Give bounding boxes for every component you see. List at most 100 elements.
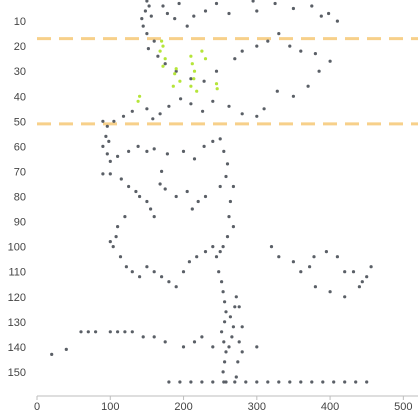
y-tick-label: 100 xyxy=(8,242,26,254)
scatter-point xyxy=(218,250,222,254)
scatter-point xyxy=(189,380,193,384)
scatter-point xyxy=(273,1,277,6)
scatter-point xyxy=(211,345,215,349)
scatter-point xyxy=(227,104,231,108)
scatter-point xyxy=(177,1,181,6)
scatter-point xyxy=(203,194,208,199)
scatter-point xyxy=(140,17,144,21)
scatter-point xyxy=(230,335,234,339)
scatter-point xyxy=(167,104,171,108)
y-tick-label: 130 xyxy=(8,317,26,329)
y-tick-label: 60 xyxy=(14,141,26,153)
scatter-point xyxy=(111,245,115,249)
y-tick-label: 120 xyxy=(8,292,26,304)
scatter-point xyxy=(174,69,178,73)
scatter-point xyxy=(152,215,156,219)
scatter-point xyxy=(101,119,105,123)
scatter-point xyxy=(152,335,156,339)
scatter-point xyxy=(190,207,194,211)
scatter-point xyxy=(171,84,175,88)
scatter-point xyxy=(121,114,126,118)
scatter-point xyxy=(203,250,208,254)
scatter-point xyxy=(237,340,241,344)
scatter-point xyxy=(343,380,347,384)
scatter-point xyxy=(211,139,215,143)
scatter-point xyxy=(214,1,219,6)
scatter-point xyxy=(227,345,231,349)
scatter-point xyxy=(240,325,244,329)
scatter-point xyxy=(317,69,321,73)
scatter-point xyxy=(369,265,373,269)
scatter-point xyxy=(178,380,182,384)
scatter-point xyxy=(138,194,142,199)
scatter-point xyxy=(189,54,193,58)
scatter-point xyxy=(351,270,356,274)
y-tick-label: 80 xyxy=(14,192,26,204)
scatter-point xyxy=(332,380,336,384)
scatter-point xyxy=(141,24,145,28)
scatter-point xyxy=(218,137,222,141)
scatter-point xyxy=(119,177,123,181)
scatter-point xyxy=(108,159,112,163)
scatter-point xyxy=(130,109,134,113)
scatter-point xyxy=(147,4,151,8)
scatter-point xyxy=(105,124,109,128)
scatter-point xyxy=(200,380,204,384)
scatter-point xyxy=(174,285,178,289)
scatter-point xyxy=(127,149,131,153)
scatter-point xyxy=(202,144,206,148)
scatter-point xyxy=(192,69,197,73)
scatter-point xyxy=(223,300,227,304)
scatter-point xyxy=(161,64,165,68)
scatter-point xyxy=(313,285,317,289)
scatter-point xyxy=(200,335,204,339)
scatter-point xyxy=(192,77,196,81)
scatter-point xyxy=(343,295,347,299)
scatter-point xyxy=(227,11,231,16)
scatter-point xyxy=(136,99,140,103)
scatter-point xyxy=(266,39,270,43)
scatter-point xyxy=(291,6,295,11)
scatter-point xyxy=(161,4,165,8)
scatter-point xyxy=(335,19,339,23)
scatter-point xyxy=(107,139,111,143)
scatter-point xyxy=(227,215,231,219)
scatter-point xyxy=(165,152,169,156)
x-tick-label: 400 xyxy=(321,401,339,413)
scatter-point xyxy=(221,290,225,294)
scatter-point xyxy=(203,9,208,13)
scatter-point xyxy=(189,102,193,106)
scatter-point xyxy=(179,97,183,101)
scatter-point xyxy=(145,0,149,3)
scatter-point xyxy=(319,14,323,18)
scatter-point xyxy=(228,315,232,319)
scatter-point xyxy=(277,255,281,259)
scatter-point xyxy=(158,49,162,53)
scatter-point xyxy=(190,62,194,66)
scatter-point xyxy=(291,94,295,98)
scatter-points-main xyxy=(50,0,373,384)
scatter-point xyxy=(211,99,215,103)
scatter-point xyxy=(167,280,171,284)
scatter-point xyxy=(192,340,197,344)
scatter-point xyxy=(112,119,116,123)
scatter-point xyxy=(244,380,248,384)
scatter-point xyxy=(234,375,238,379)
scatter-point xyxy=(217,270,221,274)
scatter-point xyxy=(201,109,205,113)
scatter-point xyxy=(357,285,361,289)
scatter-point xyxy=(237,305,241,309)
scatter-point xyxy=(262,107,266,111)
scatter-point xyxy=(255,9,259,13)
scatter-point xyxy=(161,44,165,48)
y-tick-label: 70 xyxy=(14,166,26,178)
scatter-point xyxy=(145,265,149,269)
scatter-point xyxy=(136,144,140,148)
y-tick-label: 140 xyxy=(8,342,26,354)
scatter-point xyxy=(313,52,317,56)
scatter-point xyxy=(299,49,303,53)
scatter-point xyxy=(299,270,303,274)
scatter-point xyxy=(288,44,292,48)
